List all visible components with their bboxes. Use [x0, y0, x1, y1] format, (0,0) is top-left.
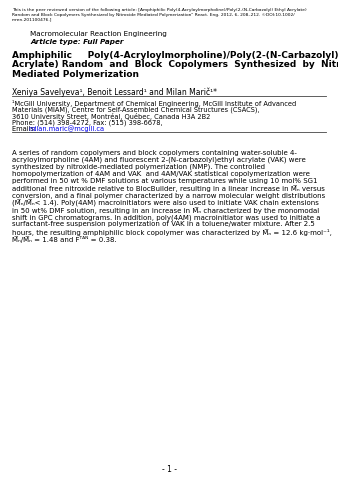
Text: A series of random copolymers and block copolymers containing water-soluble 4-: A series of random copolymers and block … [12, 150, 297, 155]
Text: performed in 50 wt % DMF solutions at various temperatures while using 10 mol% S: performed in 50 wt % DMF solutions at va… [12, 178, 317, 185]
Text: Materials (MIAM), Centre for Self-Assembled Chemical Structures (CSACS),: Materials (MIAM), Centre for Self-Assemb… [12, 106, 260, 112]
Text: Macromolecular Reaction Engineering: Macromolecular Reaction Engineering [30, 31, 167, 37]
Text: This is the peer reviewed version of the following article: [Amphiphilic Poly(4-: This is the peer reviewed version of the… [12, 8, 307, 12]
Text: M̅ₙ/M̅ₙ = 1.48 and Fᵀᴬᴺ = 0.38.: M̅ₙ/M̅ₙ = 1.48 and Fᵀᴬᴺ = 0.38. [12, 236, 117, 243]
Text: additional free nitroxide relative to BlocBuilder, resulting in a linear increas: additional free nitroxide relative to Bl… [12, 185, 325, 192]
Text: (M̅ₙ/M̅ₙ< 1.4). Poly(4AM) macroinitiators were also used to initiate VAK chain e: (M̅ₙ/M̅ₙ< 1.4). Poly(4AM) macroinitiator… [12, 200, 319, 207]
Text: - 1 -: - 1 - [162, 465, 176, 474]
Text: Phone: (514) 398-4272, Fax: (515) 398-6678,: Phone: (514) 398-4272, Fax: (515) 398-66… [12, 119, 163, 126]
Text: milan.maric@mcgill.ca: milan.maric@mcgill.ca [28, 126, 104, 132]
Text: 3610 University Street, Montréal, Québec, Canada H3A 2B2: 3610 University Street, Montréal, Québec… [12, 112, 210, 120]
Text: shift in GPC chromatograms. In addition, poly(4AM) macroinitiator was used to in: shift in GPC chromatograms. In addition,… [12, 214, 320, 221]
Text: Article type: Full Paper: Article type: Full Paper [30, 39, 123, 44]
Text: mren.201100476.]: mren.201100476.] [12, 17, 52, 21]
Text: Amphiphilic     Poly(4-Acryloylmorpholine)/Poly(2-(N-Carbazolyl)     Ethyl: Amphiphilic Poly(4-Acryloylmorpholine)/P… [12, 51, 338, 59]
Text: in 50 wt% DMF solution, resulting in an increase in M̅ₙ characterized by the mon: in 50 wt% DMF solution, resulting in an … [12, 207, 319, 214]
Text: acryloylmorpholine (4AM) and fluorescent 2-(N-carbazolyl)ethyl acrylate (VAK) we: acryloylmorpholine (4AM) and fluorescent… [12, 157, 306, 163]
Text: synthesized by nitroxide-mediated polymerization (NMP). The controlled: synthesized by nitroxide-mediated polyme… [12, 164, 265, 170]
Text: Xeniya Savelyeva¹, Benoit Lessard¹ and Milan Marič¹*: Xeniya Savelyeva¹, Benoit Lessard¹ and M… [12, 87, 217, 97]
Text: ¹McGill University, Department of Chemical Engineering, McGill Institute of Adva: ¹McGill University, Department of Chemic… [12, 99, 296, 107]
Text: Random and Block Copolymers Synthesized by Nitroxide Mediated Polymerization” Re: Random and Block Copolymers Synthesized … [12, 12, 295, 17]
Text: Acrylate) Random  and  Block  Copolymers  Synthesized  by  Nitroxide: Acrylate) Random and Block Copolymers Sy… [12, 60, 338, 69]
Text: conversion, and a final polymer characterized by a narrow molecular weight distr: conversion, and a final polymer characte… [12, 193, 325, 199]
Text: Mediated Polymerization: Mediated Polymerization [12, 69, 139, 78]
Text: surfactant-free suspension polymerization of VAK in a toluene/water mixture. Aft: surfactant-free suspension polymerizatio… [12, 221, 315, 228]
Text: hours, the resulting amphiphilic block copolymer was characterized by M̅ₙ = 12.6: hours, the resulting amphiphilic block c… [12, 228, 332, 236]
Text: homopolymerization of 4AM and VAK  and 4AM/VAK statistical copolymerization were: homopolymerization of 4AM and VAK and 4A… [12, 171, 310, 177]
Text: Emails:: Emails: [12, 126, 39, 131]
